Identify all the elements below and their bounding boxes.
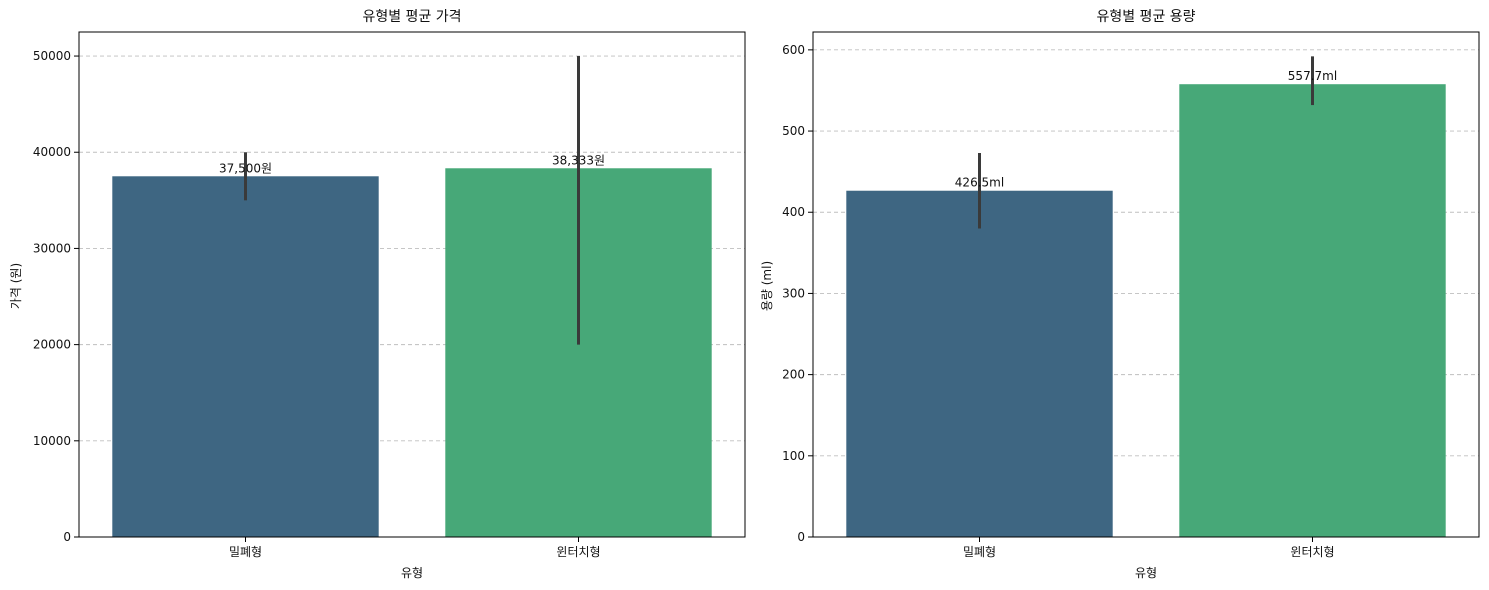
price-chart: 유형별 평균 가격 유형 가격 (원) 37,500원 38,333원 0 1000… <box>9 9 746 580</box>
y-tick-label: 20000 <box>33 338 71 352</box>
x-axis: 밀폐형 윈터치형 <box>963 537 1335 559</box>
y-tick-label: 300 <box>782 286 805 300</box>
error-bars <box>978 56 1314 229</box>
x-tick-label: 윈터치형 <box>556 545 600 559</box>
y-tick-label: 500 <box>782 124 805 138</box>
y-tick-label: 600 <box>782 43 805 57</box>
x-axis-label: 유형 <box>401 566 423 580</box>
y-tick-label: 0 <box>797 530 805 544</box>
x-tick-label: 밀폐형 <box>229 545 262 559</box>
y-axis: 0 10000 20000 30000 40000 50000 <box>33 49 79 544</box>
data-labels: 426.5ml 557.7ml <box>955 69 1337 190</box>
chart-title: 유형별 평균 가격 <box>362 9 461 25</box>
x-axis: 밀폐형 윈터치형 <box>229 537 601 559</box>
y-axis: 0 100 200 300 400 500 600 <box>782 43 813 544</box>
y-tick-label: 100 <box>782 449 805 463</box>
y-tick-label: 400 <box>782 205 805 219</box>
plot-frame <box>812 31 1480 538</box>
x-tick-label: 밀폐형 <box>963 545 996 559</box>
y-tick-label: 50000 <box>33 49 71 63</box>
data-label-1: 37,500원 <box>219 161 272 175</box>
bar-1 <box>112 176 379 538</box>
bar-2 <box>1179 84 1446 537</box>
data-labels: 37,500원 38,333원 <box>219 153 605 175</box>
y-tick-label: 10000 <box>33 434 71 448</box>
data-label-2: 38,333원 <box>552 153 605 167</box>
y-axis-label: 용량 (ml) <box>760 261 774 311</box>
data-label-2: 557.7ml <box>1288 69 1337 83</box>
y-tick-label: 40000 <box>33 145 71 159</box>
x-tick-label: 윈터치형 <box>1290 545 1334 559</box>
chart-title: 유형별 평균 용량 <box>1096 9 1195 25</box>
error-bars <box>244 56 580 345</box>
bar-1 <box>846 190 1113 537</box>
y-tick-label: 0 <box>63 530 71 544</box>
data-label-1: 426.5ml <box>955 176 1004 190</box>
x-axis-label: 유형 <box>1135 566 1157 580</box>
volume-chart: 유형별 평균 용량 유형 용량 (ml) 426.5ml 557.7ml 0 100… <box>760 9 1480 580</box>
plot-frame <box>78 31 746 538</box>
bars <box>846 84 1446 537</box>
y-axis-label: 가격 (원) <box>9 263 23 309</box>
y-tick-label: 200 <box>782 368 805 382</box>
bars <box>112 168 712 538</box>
y-tick-label: 30000 <box>33 241 71 255</box>
